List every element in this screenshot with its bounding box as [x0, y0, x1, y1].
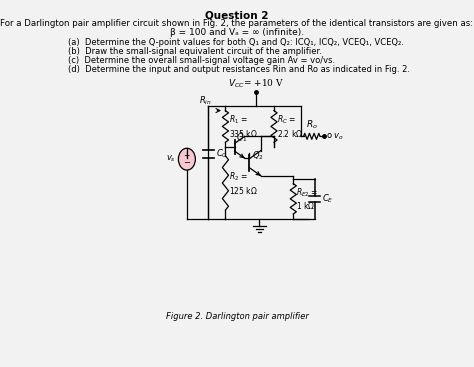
Text: +: +	[184, 151, 190, 160]
Text: $R_{E2}$ =
1 k$\Omega$: $R_{E2}$ = 1 k$\Omega$	[296, 186, 319, 211]
Text: $C_C$: $C_C$	[216, 148, 228, 160]
Text: $v_s$: $v_s$	[166, 154, 176, 164]
Text: Question 2: Question 2	[205, 10, 269, 20]
Text: $R_2$ =
125 k$\Omega$: $R_2$ = 125 k$\Omega$	[229, 170, 258, 196]
Text: (b)  Draw the small-signal equivalent circuit of the amplifier.: (b) Draw the small-signal equivalent cir…	[68, 47, 322, 56]
Text: (d)  Determine the input and output resistances Rin and Ro as indicated in Fig. : (d) Determine the input and output resis…	[68, 65, 410, 74]
Circle shape	[178, 148, 195, 170]
Text: $Q_1$: $Q_1$	[236, 132, 248, 144]
Text: $R_C$ =
2.2 k$\Omega$: $R_C$ = 2.2 k$\Omega$	[277, 114, 303, 139]
Text: For a Darlington pair amplifier circuit shown in Fig. 2, the parameters of the i: For a Darlington pair amplifier circuit …	[0, 19, 474, 28]
Text: $R_{in}$: $R_{in}$	[199, 94, 211, 106]
Text: β = 100 and Vₐ = ∞ (infinite).: β = 100 and Vₐ = ∞ (infinite).	[170, 28, 304, 37]
Text: $Q_2$: $Q_2$	[252, 150, 264, 162]
Text: $V_{CC}$= +10 V: $V_{CC}$= +10 V	[228, 77, 284, 90]
Text: $C_E$: $C_E$	[322, 193, 333, 205]
Text: (c)  Determine the overall small-signal voltage gain Av = vo/vs.: (c) Determine the overall small-signal v…	[68, 56, 335, 65]
Text: −: −	[183, 158, 191, 167]
Text: $R_o$: $R_o$	[306, 119, 318, 131]
Text: Figure 2. Darlington pair amplifier: Figure 2. Darlington pair amplifier	[165, 312, 309, 321]
Text: o $v_o$: o $v_o$	[327, 131, 345, 142]
Text: (a)  Determine the Q-point values for both Q₁ and Q₂: ICQ₁, ICQ₂, VCEQ₁, VCEQ₂.: (a) Determine the Q-point values for bot…	[68, 38, 404, 47]
Text: $R_1$ =
335 k$\Omega$: $R_1$ = 335 k$\Omega$	[229, 114, 258, 139]
